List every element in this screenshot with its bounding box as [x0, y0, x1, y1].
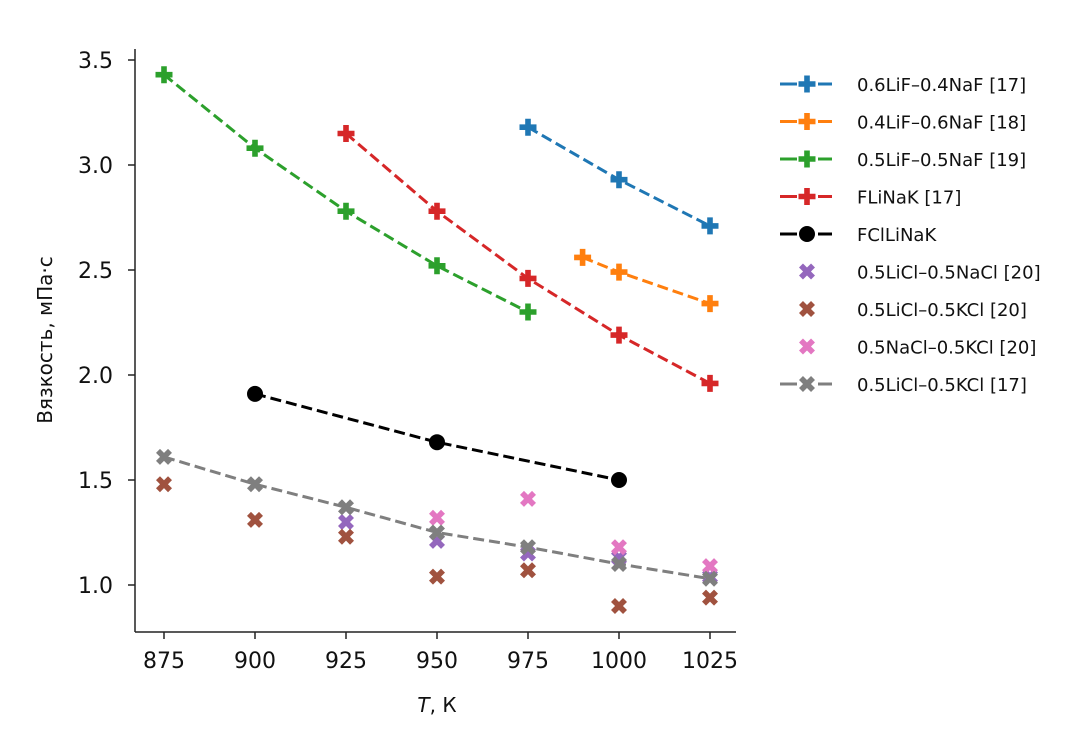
- legend-item: FClLiNaK: [780, 225, 937, 246]
- data-point: [428, 202, 446, 220]
- legend-label: 0.5NaCl–0.5KCl [20]: [857, 338, 1036, 359]
- legend-label: 0.5LiF–0.5NaF [19]: [857, 150, 1026, 171]
- data-point: [520, 539, 536, 556]
- data-point: [429, 524, 445, 541]
- x-tick-label: 925: [325, 649, 367, 674]
- data-point: [701, 217, 719, 235]
- x-tick-label: 950: [416, 649, 458, 674]
- data-point: [429, 434, 445, 451]
- ticks: 875 900 925 950 975 1000 1025 1.0 1.5 2.0 2.5 3.0 3.…: [78, 49, 738, 674]
- data-point: [429, 568, 445, 585]
- data-point: [247, 385, 263, 402]
- series-line: [254, 392, 620, 482]
- legend-marker: [799, 263, 815, 280]
- legend-item: 0.4LiF–0.6NaF [18]: [780, 113, 1026, 134]
- legend-label: FLiNaK [17]: [857, 188, 961, 209]
- x-tick-label: 1000: [591, 649, 647, 674]
- data-point: [574, 248, 592, 266]
- series-line: [582, 256, 711, 306]
- legend-label: FClLiNaK: [857, 225, 937, 246]
- series-line: [345, 132, 711, 385]
- data-point: [701, 295, 719, 313]
- legend-marker: [798, 150, 816, 168]
- legend-marker: [799, 376, 815, 392]
- data-point: [519, 269, 537, 287]
- x-axis-label-unit: , К: [430, 693, 457, 717]
- data-point: [155, 66, 173, 84]
- legend-marker: [798, 188, 816, 205]
- legend-item: FLiNaK [17]: [780, 188, 961, 209]
- series-layer: [155, 66, 719, 614]
- data-point: [247, 511, 263, 528]
- series-3: [337, 125, 719, 392]
- legend-item: 0.5LiCl–0.5KCl [20]: [799, 300, 1027, 321]
- series-6: [156, 476, 718, 614]
- legend-marker: [799, 301, 815, 317]
- y-tick-label: 2.5: [78, 259, 113, 284]
- data-point: [519, 118, 537, 136]
- x-tick-label: 1025: [682, 649, 738, 674]
- data-point: [337, 202, 355, 220]
- legend-item: 0.5NaCl–0.5KCl [20]: [799, 338, 1036, 359]
- data-point: [520, 562, 536, 579]
- data-point: [701, 374, 719, 392]
- legend-label: 0.5LiCl–0.5KCl [20]: [857, 300, 1027, 321]
- series-0: [519, 118, 719, 235]
- y-tick-label: 1.5: [78, 469, 113, 494]
- data-point: [610, 171, 628, 189]
- legend-item: 0.5LiF–0.5NaF [19]: [780, 150, 1026, 171]
- data-point: [519, 303, 537, 321]
- data-point: [611, 472, 627, 488]
- legend-item: 0.5LiCl–0.5KCl [17]: [780, 375, 1027, 396]
- series-2: [155, 66, 537, 321]
- legend-marker: [799, 226, 815, 242]
- y-tick-label: 1.0: [78, 574, 113, 599]
- data-point: [337, 125, 355, 142]
- data-point: [247, 476, 263, 493]
- y-tick-label: 3.0: [78, 154, 113, 179]
- legend-marker: [798, 75, 816, 93]
- data-point: [246, 139, 264, 157]
- data-point: [610, 263, 628, 281]
- x-axis-label-var: T: [417, 693, 431, 717]
- data-point: [156, 448, 172, 465]
- data-point: [520, 490, 536, 507]
- data-point: [338, 499, 354, 516]
- x-tick-label: 975: [507, 649, 549, 674]
- series-1: [574, 248, 719, 313]
- data-point: [702, 570, 718, 587]
- data-point: [428, 257, 446, 275]
- legend-label: 0.4LiF–0.6NaF [18]: [857, 113, 1026, 134]
- data-point: [156, 476, 172, 493]
- data-point: [429, 509, 445, 526]
- data-point: [610, 326, 628, 344]
- legend-label: 0.5LiCl–0.5NaCl [20]: [857, 263, 1041, 284]
- x-tick-label: 875: [143, 649, 185, 674]
- y-tick-label: 3.5: [78, 49, 113, 74]
- data-point: [702, 589, 718, 606]
- legend-marker: [799, 338, 815, 355]
- legend: 0.6LiF–0.4NaF [17] 0.4LiF–0.6NaF [18] 0.5L…: [780, 75, 1041, 396]
- data-point: [702, 558, 718, 575]
- series-line: [163, 73, 529, 314]
- series-8: [156, 448, 718, 587]
- series-7: [429, 490, 718, 575]
- legend-label: 0.5LiCl–0.5KCl [17]: [857, 375, 1027, 396]
- x-axis-label: T, К: [417, 693, 456, 717]
- x-tick-label: 900: [234, 649, 276, 674]
- legend-label: 0.6LiF–0.4NaF [17]: [857, 75, 1026, 96]
- data-point: [611, 539, 627, 556]
- data-point: [338, 528, 354, 545]
- series-4: [247, 385, 627, 488]
- data-point: [611, 598, 627, 614]
- legend-marker: [798, 113, 816, 130]
- y-axis-label: Вязкость, мПа·с: [33, 256, 57, 424]
- y-tick-label: 2.0: [78, 364, 113, 389]
- data-point: [338, 514, 354, 530]
- data-point: [611, 556, 627, 572]
- legend-item: 0.6LiF–0.4NaF [17]: [780, 75, 1026, 96]
- legend-item: 0.5LiCl–0.5NaCl [20]: [799, 263, 1041, 284]
